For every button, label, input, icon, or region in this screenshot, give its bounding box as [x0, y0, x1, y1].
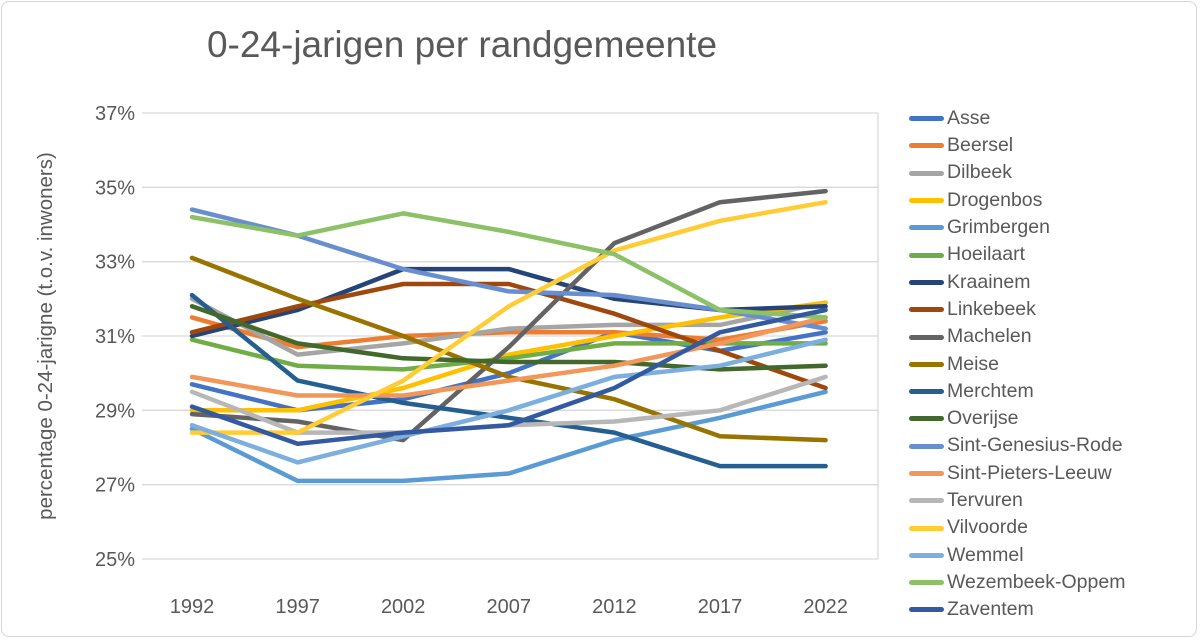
legend-swatch-icon [909, 607, 944, 613]
x-tick-label: 2022 [803, 596, 848, 618]
x-tick-label: 2012 [592, 596, 637, 618]
legend-label: Vilvoorde [947, 516, 1028, 539]
legend-swatch-icon [909, 225, 944, 231]
legend-swatch-icon [909, 580, 944, 586]
series-line-merchtem [189, 292, 828, 469]
legend-item-linkebeek: Linkebeek [909, 296, 1125, 323]
legend-item-tervuren: Tervuren [909, 487, 1125, 514]
legend-item-sint-genesius-rode: Sint-Genesius-Rode [909, 433, 1125, 460]
legend-item-merchtem: Merchtem [909, 378, 1125, 405]
legend-swatch-icon [909, 170, 944, 176]
y-tick-label: 27% [95, 475, 135, 497]
legend-item-hoeilaart: Hoeilaart [909, 241, 1125, 268]
y-tick-label: 25% [95, 549, 135, 571]
legend-swatch-icon [909, 143, 944, 149]
y-tick-label: 29% [95, 400, 135, 422]
legend-label: Kraainem [947, 270, 1031, 293]
legend-item-asse: Asse [909, 105, 1125, 132]
series-line-overijse [189, 304, 828, 372]
legend-label: Merchtem [947, 379, 1034, 402]
series-line-vilvoorde [189, 199, 828, 435]
legend-item-kraainem: Kraainem [909, 269, 1125, 296]
legend-item-overijse: Overijse [909, 405, 1125, 432]
series-line-drogenbos [189, 300, 828, 413]
legend-item-dilbeek: Dilbeek [909, 160, 1125, 187]
legend-item-machelen: Machelen [909, 323, 1125, 350]
legend-item-sint-pieters-leeuw: Sint-Pieters-Leeuw [909, 460, 1125, 487]
legend-swatch-icon [909, 389, 944, 395]
legend-swatch-icon [909, 552, 944, 558]
series-line-kraainem [189, 266, 828, 339]
chart-title: 0-24-jarigen per randgemeente [206, 24, 718, 65]
x-tick-label: 2002 [381, 596, 426, 618]
legend-item-meise: Meise [909, 351, 1125, 378]
series-line-sint-pieters-leeuw [189, 315, 828, 398]
legend-item-beersel: Beersel [909, 132, 1125, 159]
legend-label: Beersel [947, 134, 1014, 157]
legend-label: Tervuren [947, 489, 1023, 512]
y-tick-label: 31% [95, 326, 135, 348]
y-tick-label: 35% [95, 177, 135, 199]
x-tick-label: 1992 [170, 596, 215, 618]
legend-label: Sint-Pieters-Leeuw [947, 461, 1112, 484]
legend-swatch-icon [909, 361, 944, 367]
legend-swatch-icon [909, 198, 944, 204]
legend: Asse Beersel Dilbeek Drogenbos Grimbergen Hoe… [909, 105, 1125, 624]
x-tick-label: 2007 [487, 596, 532, 618]
legend-label: Dilbeek [947, 161, 1013, 184]
legend-swatch-icon [909, 334, 944, 340]
series-line-meise [189, 255, 828, 443]
y-tick-label: 37% [95, 103, 135, 125]
legend-item-vilvoorde: Vilvoorde [909, 514, 1125, 541]
series-line-dilbeek [189, 296, 828, 357]
legend-label: Wemmel [947, 543, 1024, 566]
legend-label: Hoeilaart [947, 243, 1026, 266]
series-line-zaventem [189, 307, 828, 447]
legend-label: Linkebeek [947, 297, 1036, 320]
legend-label: Grimbergen [947, 216, 1050, 239]
legend-label: Drogenbos [947, 188, 1043, 211]
series-line-machelen [189, 188, 828, 443]
legend-item-wezembeek-oppem: Wezembeek-Oppem [909, 569, 1125, 596]
series-line-beersel [189, 315, 828, 350]
legend-swatch-icon [909, 525, 944, 531]
legend-item-grimbergen: Grimbergen [909, 214, 1125, 241]
legend-swatch-icon [909, 307, 944, 313]
legend-swatch-icon [909, 471, 944, 476]
y-tick-label: 33% [95, 252, 135, 274]
series-line-wemmel [189, 337, 828, 465]
legend-swatch-icon [909, 443, 944, 449]
legend-item-wemmel: Wemmel [909, 542, 1125, 569]
legend-swatch-icon [909, 252, 944, 258]
legend-item-drogenbos: Drogenbos [909, 187, 1125, 214]
series-line-wezembeek-oppem [189, 211, 828, 320]
legend-swatch-icon [909, 416, 944, 422]
legend-swatch-icon [909, 116, 944, 122]
legend-swatch-icon [909, 498, 944, 504]
y-axis-title: percentage 0-24-jarigne (t.o.v. inwoners… [34, 152, 57, 520]
x-tick-label: 1997 [275, 596, 320, 618]
legend-label: Overijse [947, 407, 1019, 430]
legend-label: Wezembeek-Oppem [947, 570, 1126, 593]
legend-label: Meise [947, 352, 1000, 375]
legend-label: Sint-Genesius-Rode [947, 434, 1123, 457]
legend-label: Zaventem [947, 598, 1034, 621]
series-line-linkebeek [189, 281, 828, 391]
series-line-grimbergen [189, 389, 828, 484]
legend-label: Machelen [947, 325, 1032, 348]
x-tick-label: 2017 [698, 596, 743, 618]
legend-item-zaventem: Zaventem [909, 596, 1125, 623]
legend-label: Asse [947, 106, 991, 129]
legend-swatch-icon [909, 279, 944, 285]
